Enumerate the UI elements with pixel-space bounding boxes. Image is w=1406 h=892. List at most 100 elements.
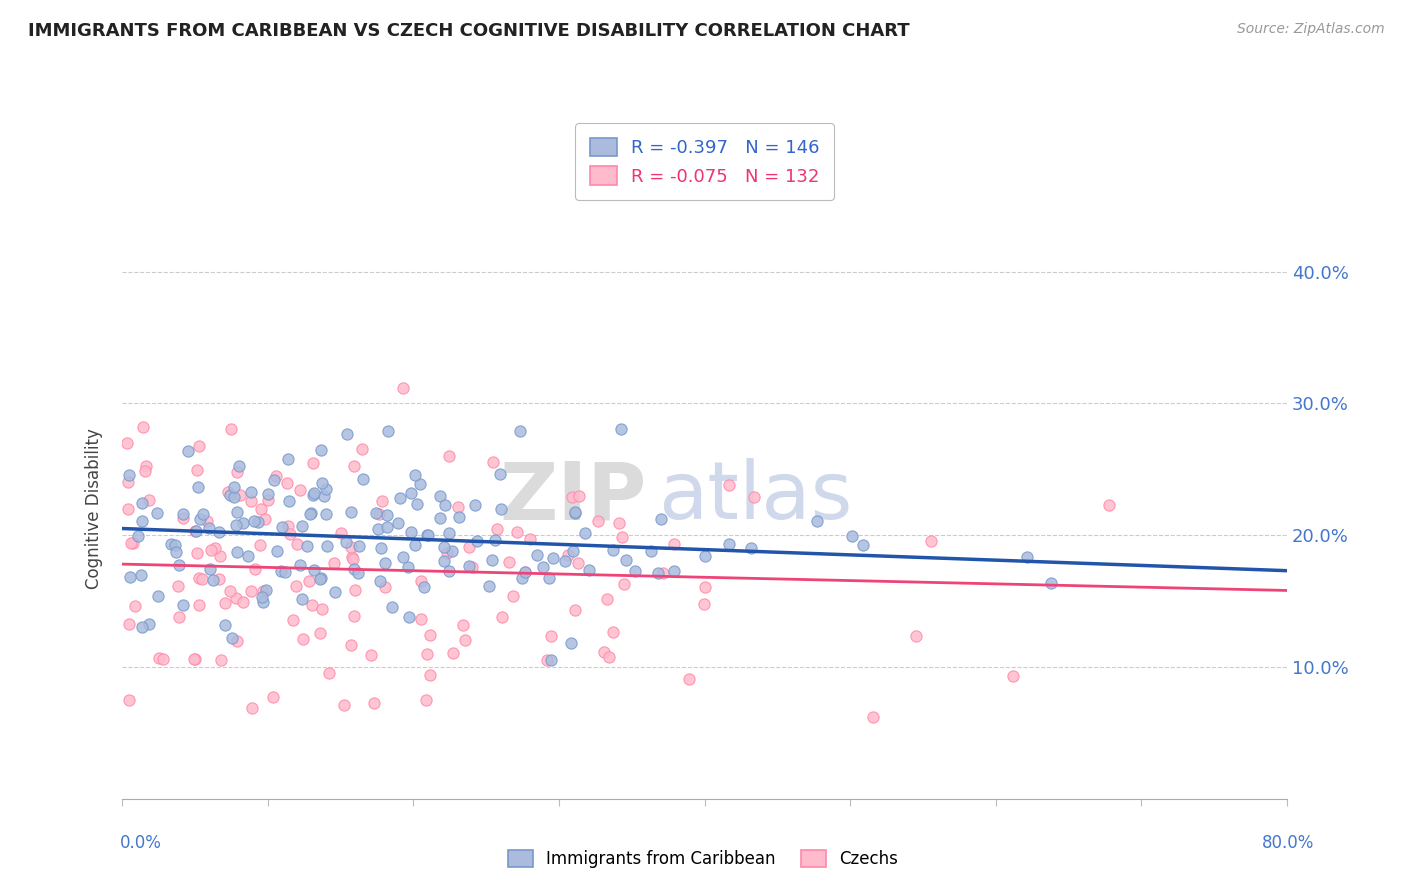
- Point: [253, 512, 276, 526]
- Point: [578, 563, 600, 577]
- Point: [274, 565, 297, 579]
- Point: [862, 709, 884, 723]
- Point: [481, 553, 503, 567]
- Point: [115, 435, 138, 450]
- Point: [491, 610, 513, 624]
- Point: [187, 439, 209, 453]
- Point: [457, 541, 479, 555]
- Point: [717, 537, 740, 551]
- Point: [439, 526, 461, 541]
- Point: [335, 534, 357, 549]
- Point: [209, 653, 232, 667]
- Point: [225, 518, 247, 533]
- Point: [418, 528, 440, 542]
- Point: [315, 482, 337, 496]
- Point: [451, 618, 474, 632]
- Point: [131, 515, 153, 529]
- Point: [662, 564, 685, 578]
- Point: [404, 538, 426, 552]
- Point: [375, 520, 398, 534]
- Point: [240, 701, 263, 715]
- Point: [254, 583, 277, 598]
- Point: [122, 536, 145, 550]
- Point: [498, 555, 520, 569]
- Point: [214, 596, 236, 610]
- Point: [183, 524, 205, 538]
- Point: [602, 624, 624, 639]
- Point: [652, 566, 675, 581]
- Point: [270, 564, 292, 578]
- Point: [167, 579, 190, 593]
- Point: [165, 545, 187, 559]
- Point: [186, 546, 208, 560]
- Point: [343, 459, 366, 474]
- Point: [664, 537, 686, 551]
- Point: [249, 538, 271, 552]
- Point: [647, 566, 669, 580]
- Point: [228, 459, 250, 474]
- Point: [195, 515, 218, 529]
- Point: [204, 541, 226, 555]
- Point: [129, 568, 152, 582]
- Text: Source: ZipAtlas.com: Source: ZipAtlas.com: [1237, 22, 1385, 37]
- Point: [277, 518, 299, 533]
- Point: [246, 515, 269, 529]
- Point: [477, 579, 499, 593]
- Point: [371, 494, 394, 508]
- Point: [350, 442, 373, 457]
- Point: [409, 574, 432, 588]
- Point: [295, 539, 318, 553]
- Point: [742, 490, 765, 504]
- Point: [409, 612, 432, 626]
- Point: [127, 529, 149, 543]
- Point: [226, 634, 249, 648]
- Point: [484, 533, 506, 547]
- Point: [340, 549, 363, 564]
- Point: [257, 487, 280, 501]
- Point: [309, 571, 332, 585]
- Point: [138, 616, 160, 631]
- Point: [429, 489, 451, 503]
- Text: IMMIGRANTS FROM CARIBBEAN VS CZECH COGNITIVE DISABILITY CORRELATION CHART: IMMIGRANTS FROM CARIBBEAN VS CZECH COGNI…: [28, 22, 910, 40]
- Point: [135, 458, 157, 473]
- Point: [377, 424, 399, 438]
- Point: [695, 580, 717, 594]
- Point: [717, 478, 740, 492]
- Point: [1039, 575, 1062, 590]
- Point: [117, 693, 139, 707]
- Point: [186, 463, 208, 477]
- Point: [419, 667, 441, 681]
- Point: [117, 501, 139, 516]
- Point: [160, 537, 183, 551]
- Point: [200, 542, 222, 557]
- Point: [148, 651, 170, 665]
- Point: [557, 548, 579, 562]
- Point: [489, 501, 512, 516]
- Point: [291, 519, 314, 533]
- Point: [301, 488, 323, 502]
- Point: [537, 571, 560, 585]
- Point: [554, 554, 576, 568]
- Point: [301, 456, 323, 470]
- Point: [467, 533, 489, 548]
- Point: [222, 491, 245, 505]
- Point: [502, 589, 524, 603]
- Point: [288, 558, 311, 573]
- Point: [441, 646, 464, 660]
- Point: [191, 572, 214, 586]
- Point: [564, 506, 586, 520]
- Point: [172, 599, 194, 613]
- Point: [315, 508, 337, 522]
- Point: [277, 452, 299, 467]
- Point: [404, 468, 426, 483]
- Point: [208, 572, 231, 586]
- Point: [454, 633, 477, 648]
- Point: [612, 530, 634, 544]
- Point: [560, 636, 582, 650]
- Point: [640, 544, 662, 558]
- Point: [564, 505, 586, 519]
- Point: [396, 560, 419, 574]
- Point: [740, 541, 762, 555]
- Point: [236, 549, 259, 564]
- Point: [464, 499, 486, 513]
